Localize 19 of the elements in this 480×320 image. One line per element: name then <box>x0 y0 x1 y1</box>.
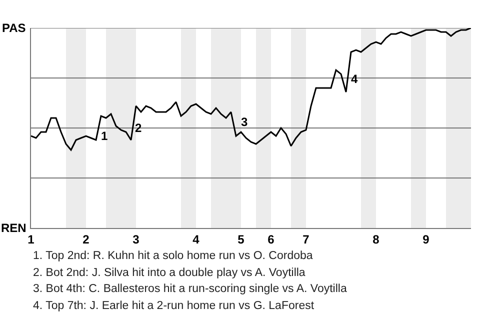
x-tick-label: 9 <box>422 232 430 246</box>
annotation: 4 <box>351 72 358 86</box>
x-tick-label: 5 <box>238 232 245 246</box>
annotation: 2 <box>135 121 142 135</box>
text: 1. Top 2nd: R. Kuhn hit a solo home run vs O. Cordoba <box>33 250 314 262</box>
text: 4. Top 7th: J. Earle hit a 2-run home run vs G. LaForest <box>33 300 315 312</box>
annotation: 3 <box>241 115 248 129</box>
text: 2. Bot 2nd: J. Silva hit into a double play vs A. Voytilla <box>33 267 306 279</box>
x-tick-label: 6 <box>268 232 275 246</box>
text: REN <box>1 221 26 235</box>
x-tick-label: 3 <box>132 232 140 246</box>
x-tick-label: 7 <box>302 232 310 246</box>
x-tick-label: 4 <box>192 232 200 246</box>
x-tick-label: 1 <box>28 232 35 246</box>
text: 3. Bot 4th: C. Ballesteros hit a run-scoring single vs A. Voytilla <box>33 283 348 295</box>
annotation: 1 <box>101 129 108 143</box>
x-tick-label: 2 <box>82 232 90 246</box>
text: PAS <box>2 21 26 35</box>
x-tick-label: 8 <box>372 232 380 246</box>
